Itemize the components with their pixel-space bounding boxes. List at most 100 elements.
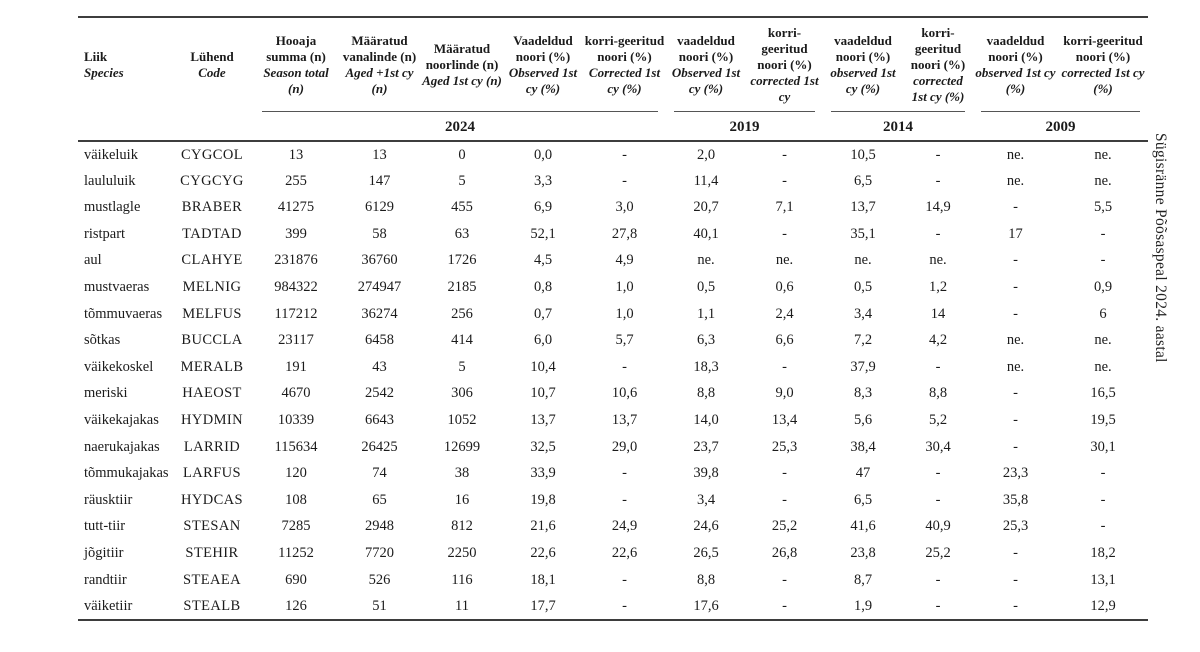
value-cell: 13 xyxy=(372,146,387,163)
value-cell: 126 xyxy=(254,593,338,621)
value-cell: 58 xyxy=(372,225,387,242)
value-cell: - xyxy=(622,465,627,482)
header-estonian-label: Määratud vanalinde (n) xyxy=(342,33,417,65)
species-code-cell: HAEOST xyxy=(182,385,242,402)
value-cell: 5,2 xyxy=(928,412,948,429)
species-name-cell: tõmmuvaeras xyxy=(84,305,163,322)
value-cell: 74 xyxy=(372,465,387,482)
value-cell: 32,5 xyxy=(530,438,556,455)
value-cell: ne. xyxy=(775,252,794,269)
column-header-8: korri-geeritud noori (%) corrected 1st cy xyxy=(746,17,823,111)
value-cell: - xyxy=(1100,518,1106,535)
value-cell: 2185 xyxy=(447,279,477,296)
header-english-label: Species xyxy=(84,65,124,80)
value-cell: - xyxy=(1013,385,1018,402)
value-cell: - xyxy=(1100,225,1106,242)
value-cell: 5,7 xyxy=(615,332,634,349)
value-cell: - xyxy=(1100,491,1106,508)
value-cell: ne. xyxy=(854,252,872,269)
header-english-label: Code xyxy=(198,65,226,80)
value-cell: 43 xyxy=(372,358,387,375)
value-cell: 25,2 xyxy=(925,545,951,561)
table-header: Liik Species Lühend Code Hooaja summa (n) Sea… xyxy=(78,17,1148,143)
value-cell: - xyxy=(935,225,941,242)
value-cell: - xyxy=(935,358,941,375)
species-code-cell: MELNIG xyxy=(182,279,242,296)
value-cell: - xyxy=(1013,545,1018,561)
year-label: 2009 xyxy=(1045,119,1076,135)
year-label: 2014 xyxy=(883,119,913,135)
column-header-3: Määratud vanalinde (n) Aged +1st cy (n) xyxy=(338,17,421,111)
value-cell: 1726 xyxy=(447,252,477,269)
value-cell: 812 xyxy=(451,518,473,535)
value-cell: 10,5 xyxy=(850,146,876,163)
column-header-4: Määratud noorlinde (n) Aged 1st cy (n) xyxy=(421,17,503,111)
value-cell: 25,3 xyxy=(771,438,798,455)
column-header-0: Liik Species xyxy=(78,17,170,111)
value-cell: 147 xyxy=(368,172,391,189)
value-cell: 116 xyxy=(451,571,473,588)
value-cell: 14 xyxy=(930,305,946,322)
table-body: väikeluik CYGCOL 13 13 0 0,0-2,0-10,5- ne. ne. l… xyxy=(78,141,1148,621)
species-table: Liik Species Lühend Code Hooaja summa (n) Sea… xyxy=(78,16,1148,621)
value-cell: 4,2 xyxy=(928,332,948,349)
value-cell: 23,7 xyxy=(693,438,719,455)
value-cell: - xyxy=(782,571,787,588)
header-estonian-label: korri-geeritud noori (%) xyxy=(584,33,665,65)
value-cell: 4,5 xyxy=(533,252,553,269)
table-row: naerukajakas LARRID 115634 26425 12699 32,5 29… xyxy=(78,434,1148,461)
value-cell: 8,8 xyxy=(696,385,716,402)
value-cell: - xyxy=(903,593,973,621)
value-cell: - xyxy=(782,358,787,375)
header-english-label: corrected 1st cy (%) xyxy=(911,72,965,104)
species-code-cell: BRABER xyxy=(181,199,243,216)
species-name-cell: randtiir xyxy=(84,571,127,588)
value-cell: 65 xyxy=(372,491,387,508)
header-english-label: observed 1st cy (%) xyxy=(975,65,1056,96)
value-cell: 30,1 xyxy=(1090,438,1116,455)
value-cell: 19,8 xyxy=(530,491,556,508)
year-group-cell-3: 2009 xyxy=(973,111,1148,143)
value-cell: 26,5 xyxy=(693,545,719,561)
table-row: väikeluik CYGCOL 13 13 0 0,0 - 2,0 - 10,5 - ne. ne. xyxy=(78,141,1148,168)
value-cell: ne. xyxy=(1094,172,1112,189)
value-cell: - xyxy=(583,593,666,621)
value-cell: 2250 xyxy=(447,545,477,561)
table-row: randtiir STEAEA 690 526 116 18,1 - 8,8 - 8,7 - - 13,… xyxy=(78,567,1148,594)
value-cell: - xyxy=(935,491,941,508)
value-cell: 5 xyxy=(458,172,466,189)
year-group-cell-2: 2014 xyxy=(823,111,973,143)
value-cell: 306 xyxy=(451,385,473,402)
value-cell: 8,8 xyxy=(696,571,716,588)
table-row: väikekajakas HYDMIN 10339 6643 1052 13,7 13,7 1… xyxy=(78,407,1148,434)
value-cell: 0,7 xyxy=(533,305,553,322)
value-cell: ne. xyxy=(1094,358,1112,375)
value-cell: - xyxy=(1100,465,1106,482)
species-name-cell: väiketiir xyxy=(78,593,170,621)
value-cell: 690 xyxy=(285,571,307,588)
value-cell: 1,9 xyxy=(823,593,903,621)
value-cell: 3,4 xyxy=(696,491,716,508)
value-cell: 19,5 xyxy=(1090,412,1116,429)
table-row: mustvaeras MELNIG 984322 274947 2185 0,8 1,0 0,… xyxy=(78,274,1148,301)
value-cell: 7,1 xyxy=(775,199,794,216)
value-cell: 22,6 xyxy=(530,545,556,561)
column-header-9: vaadeldud noori (%) observed 1st cy (%) xyxy=(823,17,903,111)
species-name-cell: ristpart xyxy=(84,225,126,242)
species-name-cell: väikekoskel xyxy=(84,358,154,375)
value-cell: 6,3 xyxy=(696,332,716,349)
species-name-cell: väikeluik xyxy=(84,146,138,163)
year-row-lead-cell xyxy=(78,111,254,143)
value-cell: - xyxy=(622,571,627,588)
value-cell: - xyxy=(622,146,627,163)
value-cell: 11252 xyxy=(278,545,314,561)
value-cell: - xyxy=(1013,438,1018,455)
species-name-cell: jõgitiir xyxy=(84,545,124,561)
value-cell: 38 xyxy=(454,465,470,482)
species-name-cell: räusktiir xyxy=(84,491,133,508)
value-cell: 17,7 xyxy=(503,593,583,621)
value-cell: - xyxy=(782,172,787,189)
value-cell: 6643 xyxy=(365,412,394,429)
table-row: tutt-tiir STESAN 7285 2948 812 21,6 24,9 24,6 25… xyxy=(78,514,1148,541)
